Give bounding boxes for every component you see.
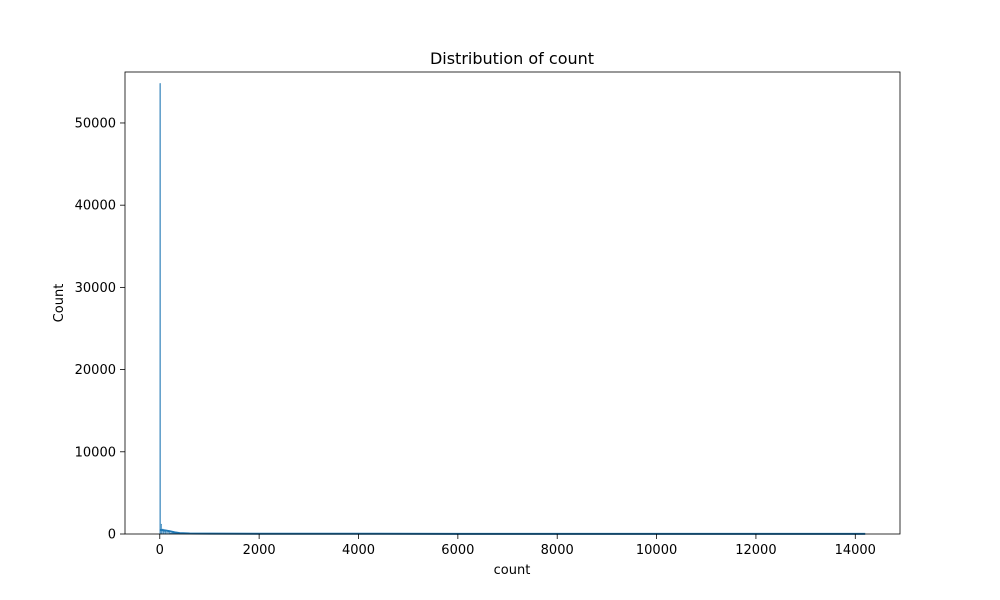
y-tick-label: 50000 bbox=[75, 116, 116, 131]
x-tick-label: 4000 bbox=[342, 543, 375, 558]
y-tick-label: 30000 bbox=[75, 281, 116, 296]
histogram-bars bbox=[159, 83, 866, 535]
y-tick-label: 40000 bbox=[75, 199, 116, 214]
x-tick-label: 2000 bbox=[243, 543, 276, 558]
x-tick-label: 14000 bbox=[835, 543, 876, 558]
chart-title: Distribution of count bbox=[430, 49, 594, 68]
x-axis-label: count bbox=[494, 563, 531, 578]
histogram-bar bbox=[159, 83, 161, 535]
x-axis: 0 2000 4000 6000 8000 10000 12000 14000 bbox=[156, 534, 876, 558]
y-axis: 0 10000 20000 30000 40000 50000 bbox=[75, 116, 125, 543]
x-tick-label: 8000 bbox=[541, 543, 574, 558]
y-tick-label: 20000 bbox=[75, 363, 116, 378]
y-tick-label: 10000 bbox=[75, 445, 116, 460]
y-tick-label: 0 bbox=[108, 528, 116, 543]
x-tick-label: 12000 bbox=[735, 543, 776, 558]
y-axis-label: Count bbox=[52, 284, 67, 323]
x-tick-label: 10000 bbox=[636, 543, 677, 558]
x-tick-label: 6000 bbox=[441, 543, 474, 558]
plot-frame bbox=[124, 71, 901, 535]
kde-line bbox=[159, 529, 866, 535]
x-tick-label: 0 bbox=[156, 543, 164, 558]
